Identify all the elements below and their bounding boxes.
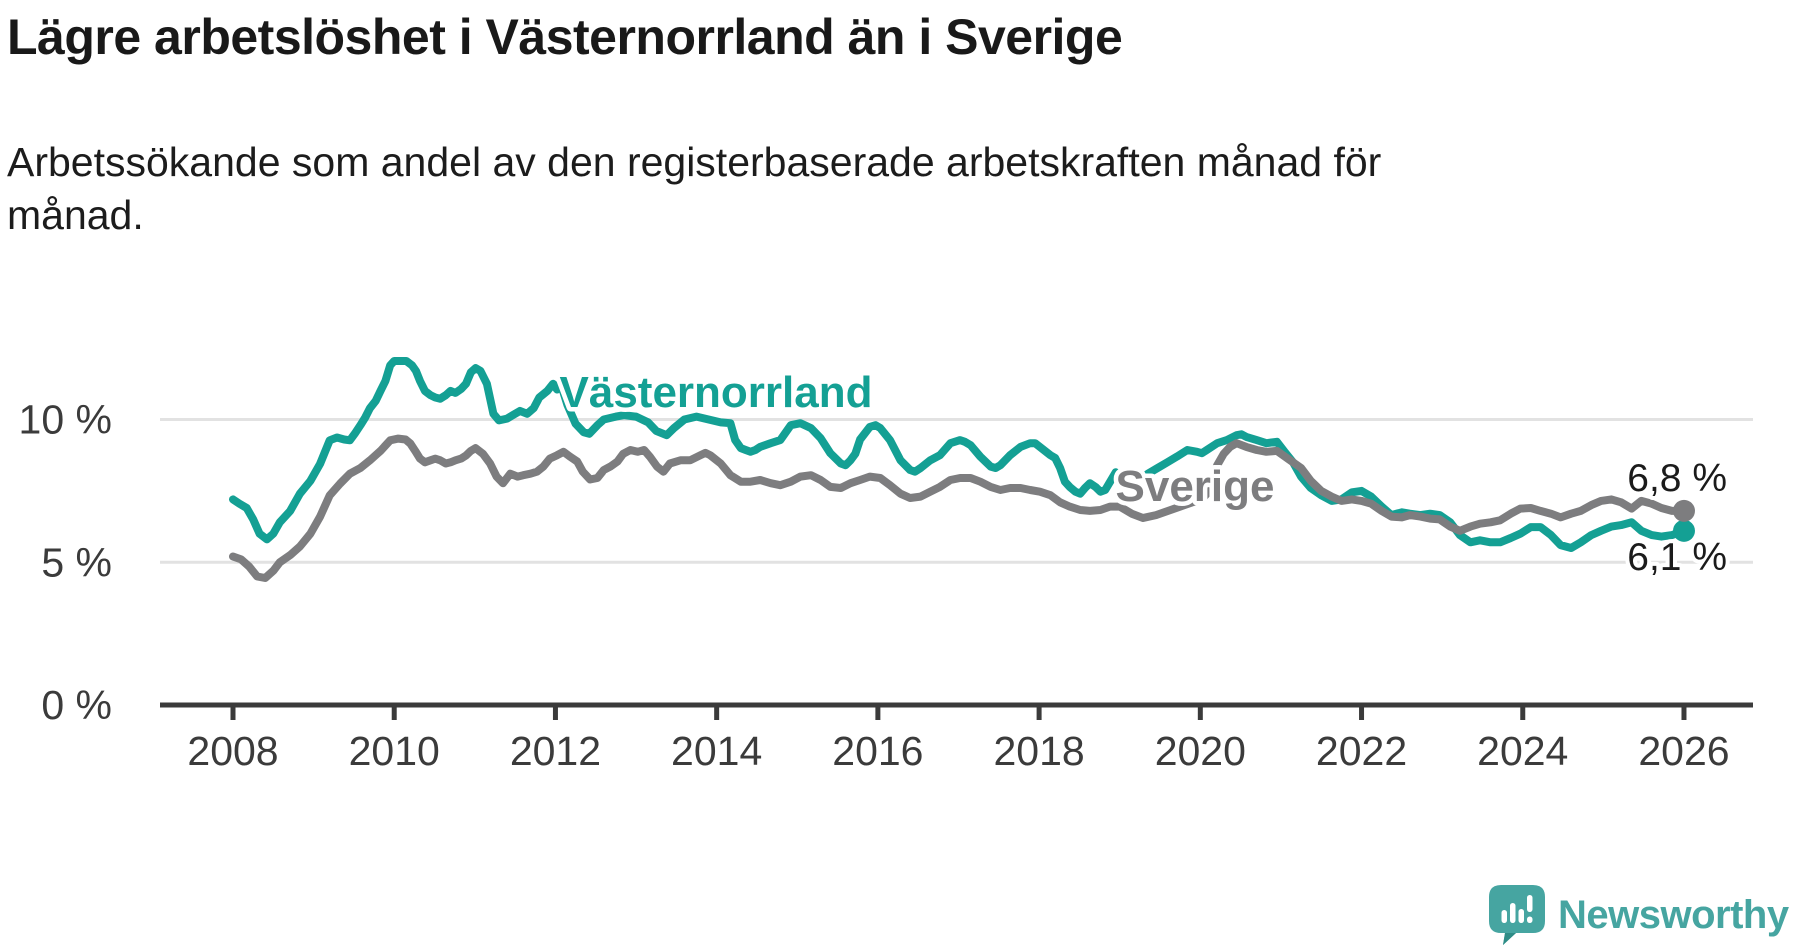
x-tick-label-2010: 2010 bbox=[349, 728, 440, 774]
series-label-vasternorrland: Västernorrland bbox=[560, 368, 873, 417]
x-tick-label-2008: 2008 bbox=[187, 728, 278, 774]
newsworthy-wordmark: Newsworthy bbox=[1558, 892, 1789, 937]
x-tick-label-2022: 2022 bbox=[1316, 728, 1407, 774]
speech-bubble-tail-shade bbox=[1503, 933, 1516, 945]
bar-chart-exclamation-glyph bbox=[1501, 895, 1533, 923]
x-tick-label-2012: 2012 bbox=[510, 728, 601, 774]
end-value-label-vasternorrland: 6,1 % bbox=[1627, 536, 1727, 579]
x-tick-label-2016: 2016 bbox=[832, 728, 923, 774]
page-title: Lägre arbetslöshet i Västernorrland än i… bbox=[7, 9, 1123, 65]
y-tick-label-10: 10 % bbox=[19, 397, 112, 443]
chart-subtitle: Arbetssökande som andel av den registerb… bbox=[7, 136, 1381, 242]
y-tick-label-0: 0 % bbox=[41, 682, 112, 728]
series-line-vasternorrland bbox=[229, 357, 1688, 552]
x-tick-label-2014: 2014 bbox=[671, 728, 762, 774]
speech-bubble-shape bbox=[1489, 885, 1545, 945]
chart-subtitle-line-2: månad. bbox=[7, 192, 144, 238]
end-dot-sverige bbox=[1672, 499, 1695, 522]
end-dot-vasternorrland bbox=[1672, 519, 1695, 542]
x-tick-label-2020: 2020 bbox=[1155, 728, 1246, 774]
chart-subtitle-line-1: Arbetssökande som andel av den registerb… bbox=[7, 139, 1382, 185]
end-value-label-sverige: 6,8 % bbox=[1627, 457, 1727, 500]
x-tick-label-2026: 2026 bbox=[1638, 728, 1729, 774]
y-tick-label-5: 5 % bbox=[41, 539, 112, 585]
series-label-sverige: Sverige bbox=[1116, 462, 1275, 511]
newsworthy-logo-icon bbox=[1489, 885, 1545, 945]
x-tick-label-2018: 2018 bbox=[993, 728, 1084, 774]
x-tick-label-2024: 2024 bbox=[1477, 728, 1568, 774]
newsworthy-logo: Newsworthy bbox=[1488, 884, 1789, 946]
series-line-sverige bbox=[229, 434, 1688, 582]
